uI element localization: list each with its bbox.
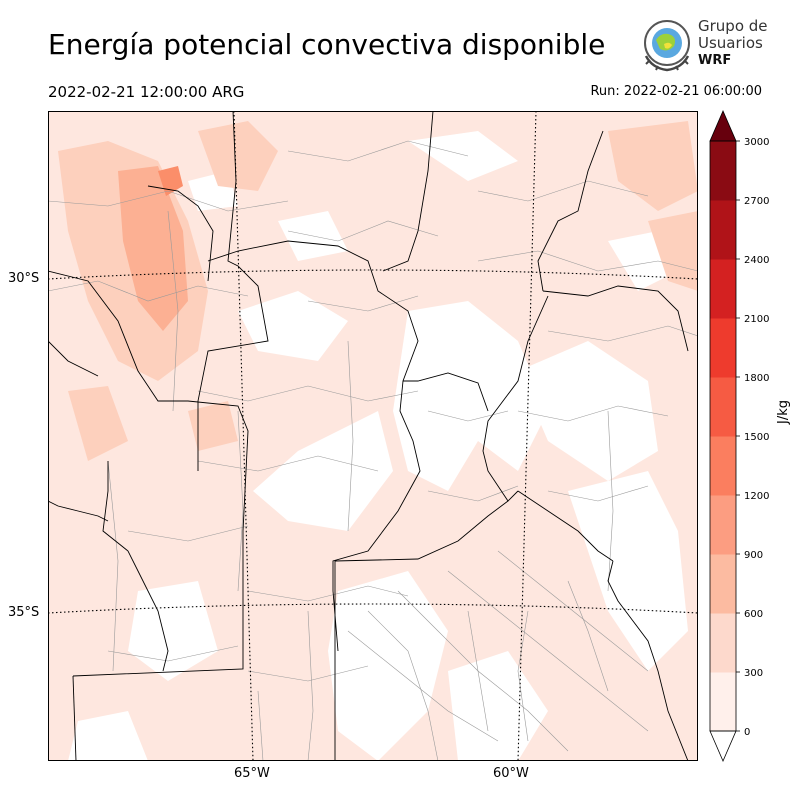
colorbar-segment <box>710 141 736 201</box>
graticule <box>48 111 698 761</box>
colorbar-tick-label: 1800 <box>744 373 769 384</box>
colorbar-tick-label: 1200 <box>744 491 769 502</box>
wrf-globe-logo-icon <box>644 20 690 72</box>
colorbar-segment <box>710 259 736 319</box>
lat-label-35s: 35°S <box>8 605 40 620</box>
colorbar-tick-label: 900 <box>744 550 763 561</box>
colorbar-tick-label: 600 <box>744 609 763 620</box>
map-frame <box>48 111 698 761</box>
page-title: Energía potencial convectiva disponible <box>48 28 606 61</box>
colorbar-tick-label: 0 <box>744 727 750 738</box>
department-boundaries <box>48 140 698 761</box>
colorbar-tick-label: 1500 <box>744 432 769 443</box>
logo-line-3: WRF <box>698 53 732 68</box>
colorbar-segment <box>710 318 736 378</box>
colorbar: 0 300 600 900 1200 1500 1800 2100 2400 2700 3000 <box>700 100 800 780</box>
colorbar-extend-min <box>709 730 737 763</box>
colorbar-tick-label: 2400 <box>744 255 769 266</box>
colorbar-segment <box>710 672 736 732</box>
cape-empty-regions <box>68 131 688 761</box>
run-time-label: Run: 2022-02-21 06:00:00 <box>590 84 762 99</box>
colorbar-extend-max <box>709 109 737 142</box>
lon-label-60w: 60°W <box>493 766 529 781</box>
colorbar-segment <box>710 613 736 673</box>
wrf-logo: Grupo de Usuarios WRF <box>638 16 768 74</box>
logo-line-1: Grupo de <box>698 17 768 35</box>
colorbar-unit-label: J/kg <box>776 400 791 424</box>
colorbar-segment <box>710 436 736 496</box>
colorbar-svg: 0 300 600 900 1200 1500 1800 2100 2400 2700 3000 <box>709 109 769 763</box>
province-boundaries <box>48 111 689 761</box>
colorbar-tick-label: 2100 <box>744 314 769 325</box>
colorbar-segment <box>710 377 736 437</box>
valid-time-label: 2022-02-21 12:00:00 ARG <box>48 83 245 101</box>
lon-label-65w: 65°W <box>234 766 270 781</box>
cape-map[interactable] <box>48 111 698 761</box>
colorbar-segment <box>710 495 736 555</box>
colorbar-tick-label: 2700 <box>744 196 769 207</box>
map-panel[interactable] <box>48 111 698 761</box>
lat-label-30s: 30°S <box>8 271 40 286</box>
cape-high-shading <box>58 121 698 461</box>
colorbar-segment <box>710 554 736 614</box>
logo-line-2: Usuarios <box>698 34 763 52</box>
colorbar-tick-label: 3000 <box>744 137 769 148</box>
colorbar-segment <box>710 200 736 260</box>
colorbar-tick-label: 300 <box>744 668 763 679</box>
